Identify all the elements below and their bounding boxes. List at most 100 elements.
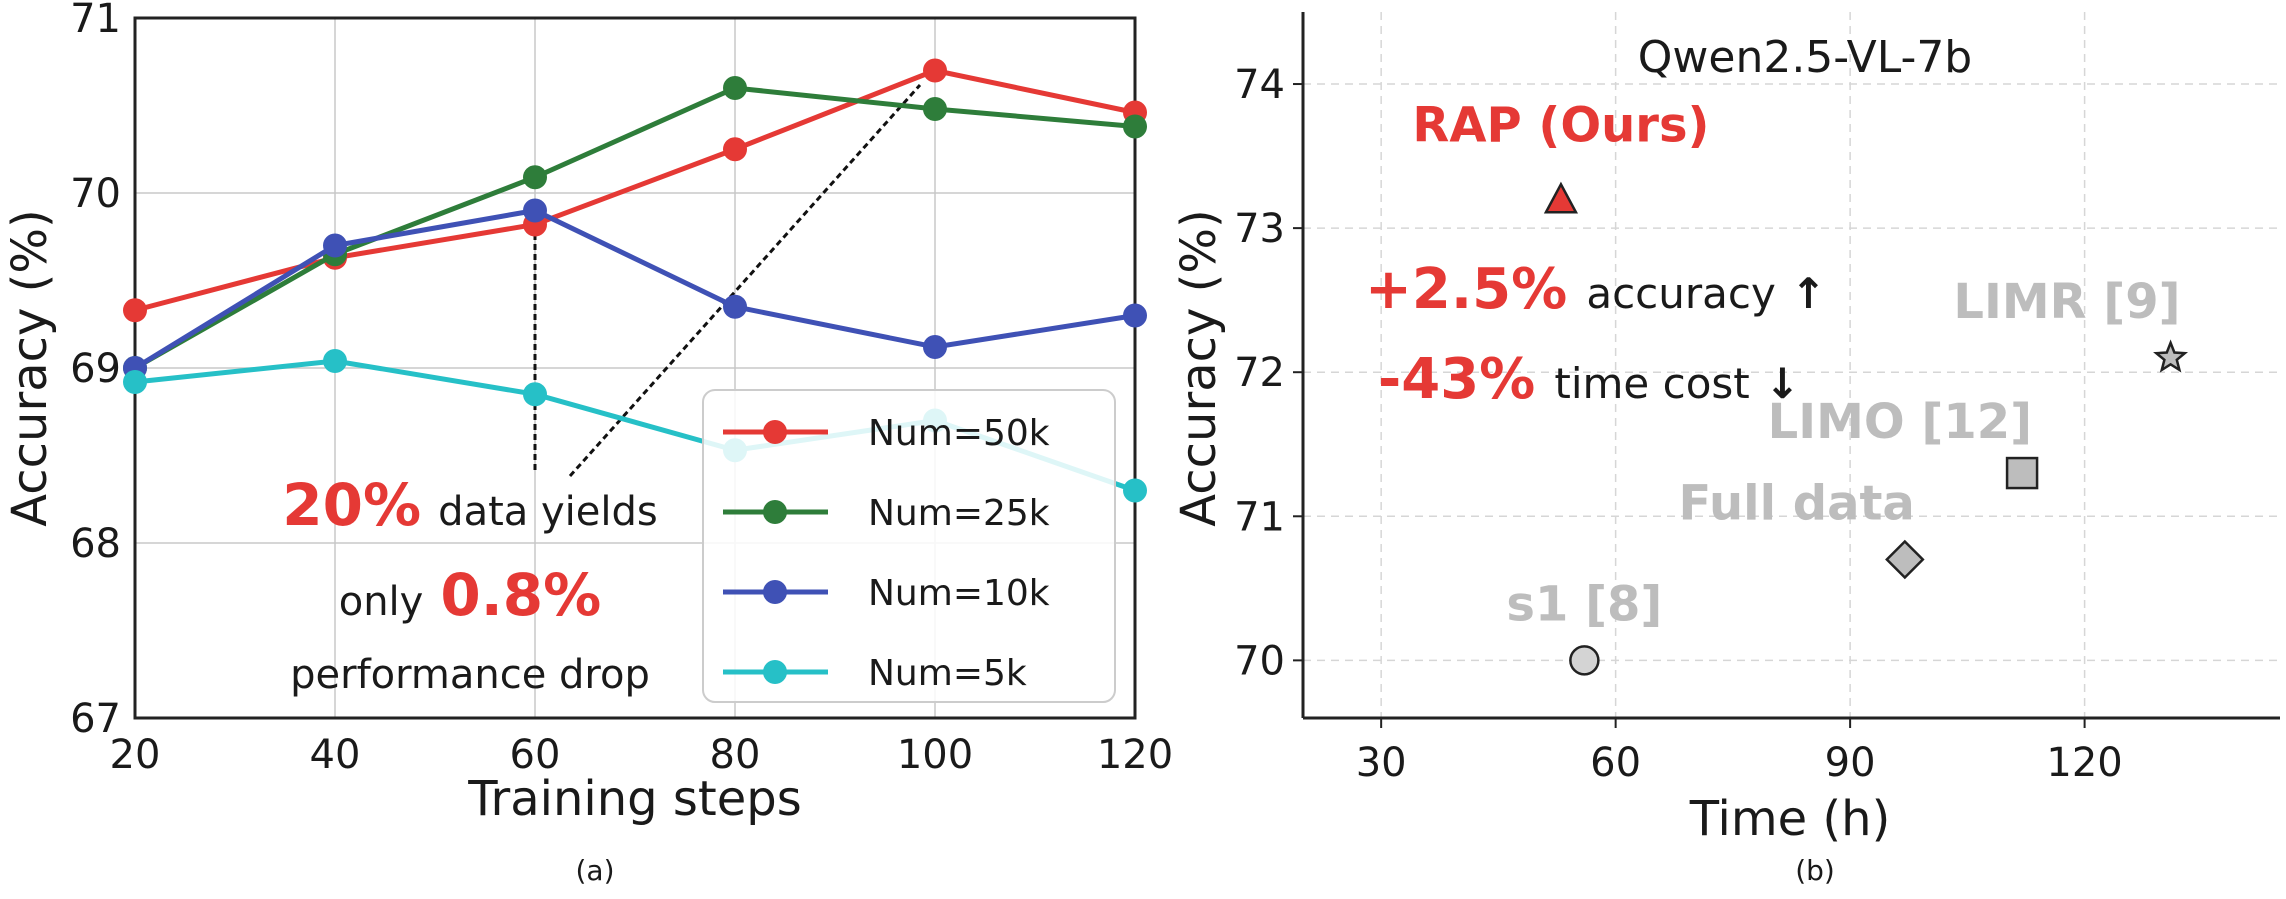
annotation-highlight-2: 0.8% — [440, 561, 601, 629]
y-tick-label: 71 — [70, 0, 121, 42]
series-num-25k — [123, 76, 1147, 380]
legend-box — [702, 389, 1116, 703]
annotation-text-1: data yields — [438, 489, 658, 535]
line-chart-panel: 20 40 60 80 100 120 67 68 69 70 71 Training steps… — [2, 0, 1173, 887]
data-point — [123, 370, 147, 394]
annotation-line-2: only 0.8% — [339, 561, 602, 629]
down-arrow-icon: ↓ — [1765, 359, 1800, 408]
point-label: Full data — [1679, 476, 1915, 532]
time-text: time cost — [1554, 359, 1749, 408]
data-point — [923, 97, 947, 121]
scatter-chart-panel: 30 60 90 120 70 71 72 73 74 Time (h) Accuracy (… — [1171, 12, 2280, 887]
chart-title: Qwen2.5-VL-7b — [1638, 32, 1973, 83]
y-axis-label: Accuracy (%) — [2, 209, 58, 526]
y-tick-label: 72 — [1234, 350, 1285, 396]
time-highlight: -43% — [1378, 347, 1535, 412]
time-annotation: -43% time cost ↓ — [1378, 347, 1800, 412]
circle-marker — [1569, 645, 1600, 676]
point-label: s1 [8] — [1506, 576, 1662, 632]
data-point — [523, 382, 547, 407]
square-marker — [2005, 456, 2039, 490]
legend-item: Num=10k — [723, 573, 1050, 614]
legend-label: Num=5k — [868, 653, 1027, 694]
y-tick-label: 74 — [1234, 62, 1285, 108]
data-point — [1123, 114, 1147, 139]
legend-label: Num=50k — [868, 413, 1050, 454]
point-label: LIMO [12] — [1768, 394, 2032, 450]
x-axis-label: Time (h) — [1689, 791, 1891, 847]
point-limo-12: LIMO [12] — [1768, 394, 2039, 490]
x-tick-label: 90 — [1825, 740, 1876, 786]
legend: Num=50k Num=25k Num=10k Num=5k — [702, 389, 1116, 703]
grid — [1293, 12, 2280, 728]
accuracy-highlight: +2.5% — [1365, 257, 1567, 322]
legend-item: Num=5k — [723, 653, 1027, 694]
data-point — [1123, 303, 1147, 328]
panel-caption: (a) — [575, 854, 614, 887]
diamond-marker — [1885, 539, 1925, 580]
annotation-line-1: 20% data yields — [282, 471, 657, 539]
y-tick-label: 70 — [70, 171, 121, 217]
annotation-line-3: performance drop — [290, 652, 650, 698]
point-rap-ours: RAP (Ours) — [1412, 97, 1709, 214]
y-tick-label: 73 — [1234, 206, 1285, 252]
data-point — [1123, 478, 1147, 503]
accuracy-text: accuracy — [1586, 269, 1776, 318]
data-point — [723, 137, 747, 162]
x-tick-label: 40 — [310, 732, 361, 778]
series-line — [133, 207, 1136, 371]
y-axis-label: Accuracy (%) — [1171, 209, 1227, 526]
point-full-data: Full data — [1679, 476, 1925, 580]
dashed-guide-diagonal — [568, 83, 922, 478]
legend-label: Num=25k — [868, 493, 1050, 534]
panel-caption: (b) — [1795, 854, 1835, 887]
x-tick-label: 30 — [1356, 740, 1407, 786]
data-point — [723, 294, 747, 319]
y-tick-labels: 70 71 72 73 74 — [1234, 62, 1285, 684]
point-label: RAP (Ours) — [1412, 97, 1709, 153]
legend-swatch-marker — [763, 660, 787, 684]
y-tick-label: 68 — [70, 521, 121, 567]
data-point — [523, 198, 547, 223]
legend-swatch-marker — [763, 580, 787, 604]
annotation: 20% data yields only 0.8% performance dr… — [282, 471, 657, 698]
x-tick-labels: 30 60 90 120 — [1356, 740, 2123, 786]
data-point — [323, 233, 347, 258]
y-tick-label: 67 — [70, 696, 121, 742]
star-marker — [2153, 339, 2189, 373]
data-point — [923, 335, 947, 359]
point-limr-9: LIMR [9] — [1953, 274, 2189, 373]
y-tick-label: 69 — [70, 346, 121, 392]
legend-label: Num=10k — [868, 573, 1050, 614]
x-tick-label: 60 — [510, 732, 561, 778]
data-point — [523, 165, 547, 190]
legend-item: Num=50k — [723, 413, 1050, 454]
annotation-text-2: only — [339, 579, 424, 625]
legend-item: Num=25k — [723, 493, 1050, 534]
y-tick-labels: 67 68 69 70 71 — [70, 0, 121, 742]
data-point — [123, 298, 147, 323]
x-tick-labels: 20 40 60 80 100 120 — [110, 732, 1174, 778]
series-line — [133, 85, 1136, 371]
y-tick-label: 70 — [1234, 638, 1285, 684]
point-label: LIMR [9] — [1953, 274, 2180, 330]
x-axis-label: Training steps — [467, 771, 802, 827]
up-arrow-icon: ↑ — [1791, 269, 1826, 318]
x-tick-label: 100 — [897, 732, 973, 778]
triangle-marker — [1543, 181, 1579, 214]
annotation: +2.5% accuracy ↑ -43% time cost ↓ — [1365, 257, 1826, 412]
accuracy-annotation: +2.5% accuracy ↑ — [1365, 257, 1826, 322]
legend-swatch-marker — [763, 420, 787, 444]
legend-swatch-marker — [763, 500, 787, 524]
data-point — [323, 349, 347, 373]
y-tick-label: 71 — [1234, 494, 1285, 540]
x-tick-label: 60 — [1590, 740, 1641, 786]
point-s1-8: s1 [8] — [1506, 576, 1662, 676]
x-tick-label: 120 — [2046, 740, 2122, 786]
data-point — [723, 76, 747, 100]
x-tick-label: 120 — [1097, 732, 1173, 778]
annotation-highlight-1: 20% — [282, 471, 421, 539]
x-tick-label: 20 — [110, 732, 161, 778]
scatter-points: RAP (Ours) LIMR [9] LIMO [12] Full data s1 [… — [1412, 97, 2189, 676]
